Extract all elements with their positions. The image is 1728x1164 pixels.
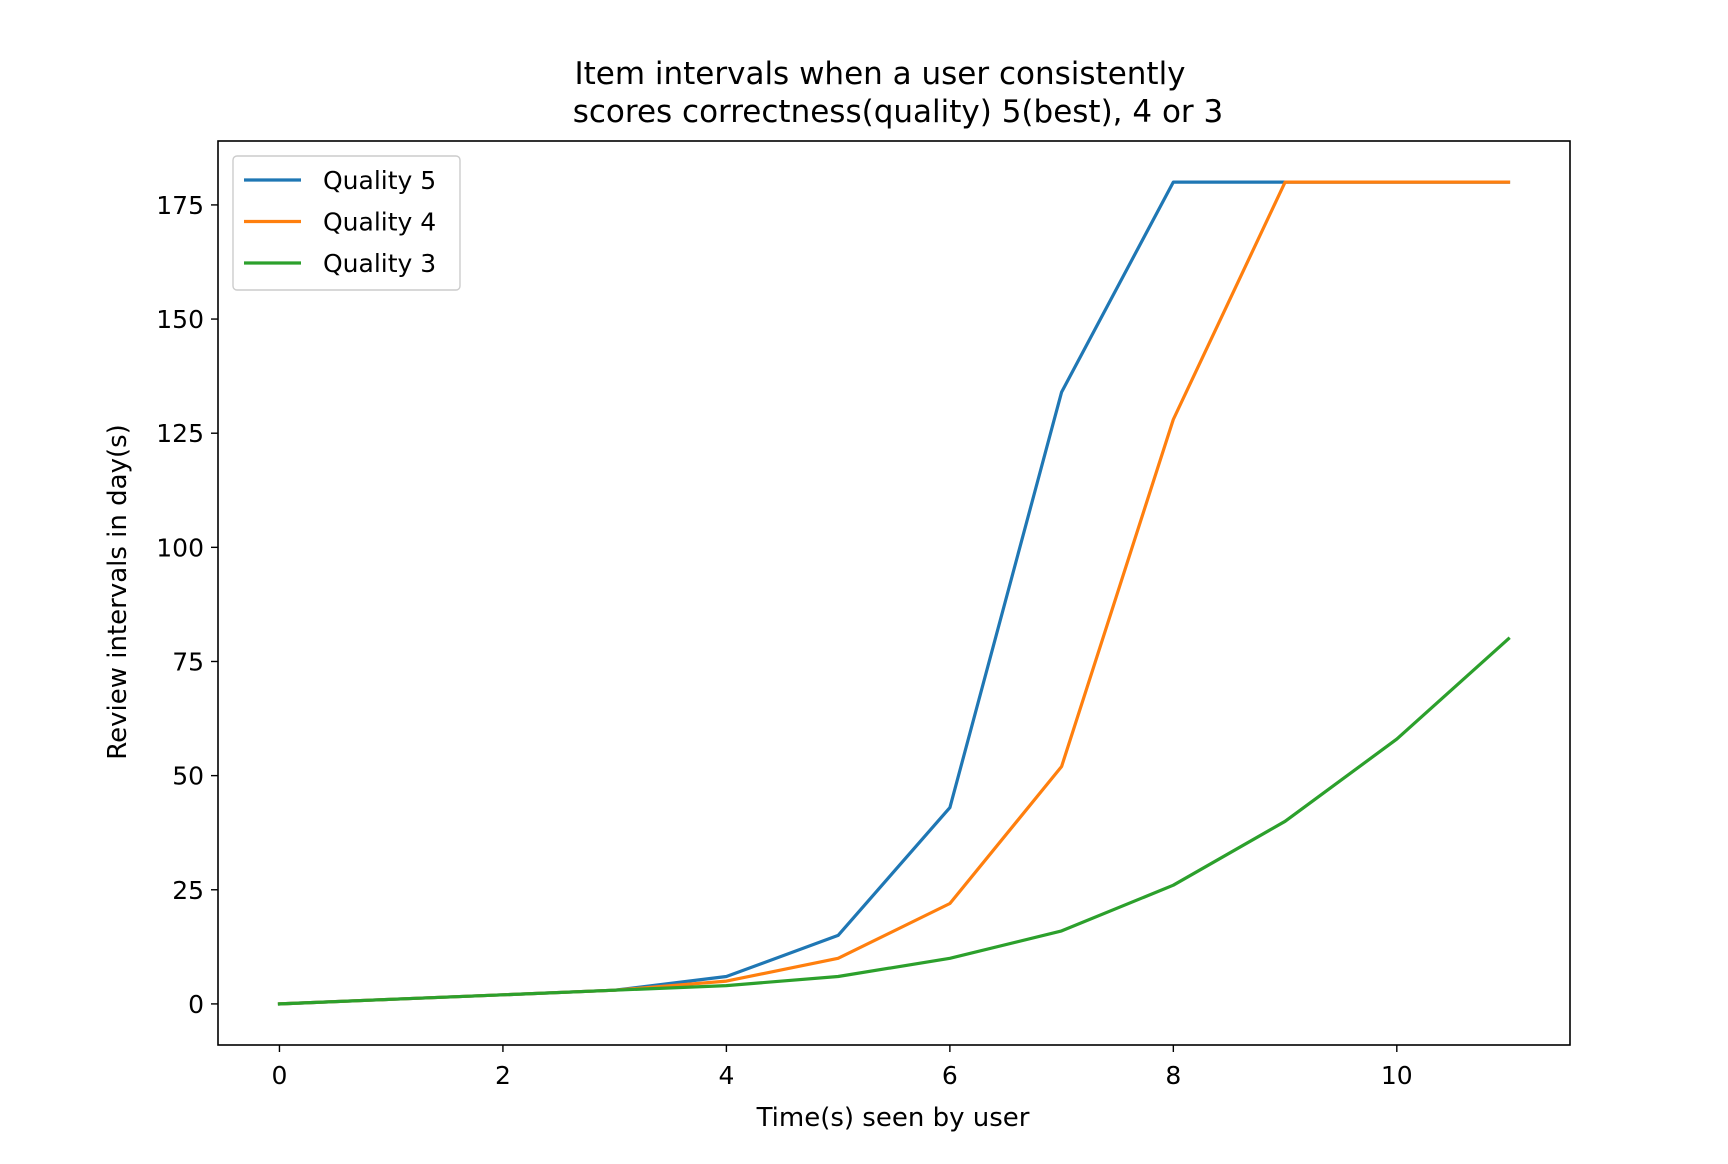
y-tick-label: 50 <box>172 762 204 791</box>
legend: Quality 5 Quality 4 Quality 3 <box>232 155 461 291</box>
y-tick-label: 150 <box>156 305 204 334</box>
x-axis-label: Time(s) seen by user <box>756 1103 1030 1133</box>
y-tick-label: 125 <box>156 419 204 448</box>
legend-label: Quality 5 <box>323 166 436 195</box>
x-tick-label: 6 <box>942 1061 958 1090</box>
y-tick-label: 75 <box>172 647 204 676</box>
y-tick-label: 25 <box>172 876 204 905</box>
plot-frame <box>217 140 1571 1046</box>
y-tick-label: 0 <box>188 990 204 1019</box>
chart-title-line-2: scores correctness(quality) 5(best), 4 o… <box>573 94 1224 130</box>
legend-box <box>232 155 461 291</box>
chart-title-line-1: Item intervals when a user consistently <box>574 56 1185 92</box>
y-axis-label: Review intervals in day(s) <box>103 424 133 760</box>
x-tick-label: 10 <box>1381 1061 1413 1090</box>
series-line-quality-4 <box>277 180 1511 1006</box>
series-lines <box>277 180 1511 1006</box>
series-line-quality-3 <box>277 636 1511 1006</box>
x-tick-label: 8 <box>1165 1061 1181 1090</box>
legend-label: Quality 4 <box>323 208 436 237</box>
x-tick-label: 0 <box>272 1061 288 1090</box>
y-tick-label: 175 <box>156 191 204 220</box>
y-tick-label: 100 <box>156 533 204 562</box>
x-tick-label: 2 <box>495 1061 511 1090</box>
x-tick-label: 4 <box>718 1061 734 1090</box>
series-line-quality-5 <box>277 180 1511 1006</box>
legend-label: Quality 3 <box>323 249 436 278</box>
